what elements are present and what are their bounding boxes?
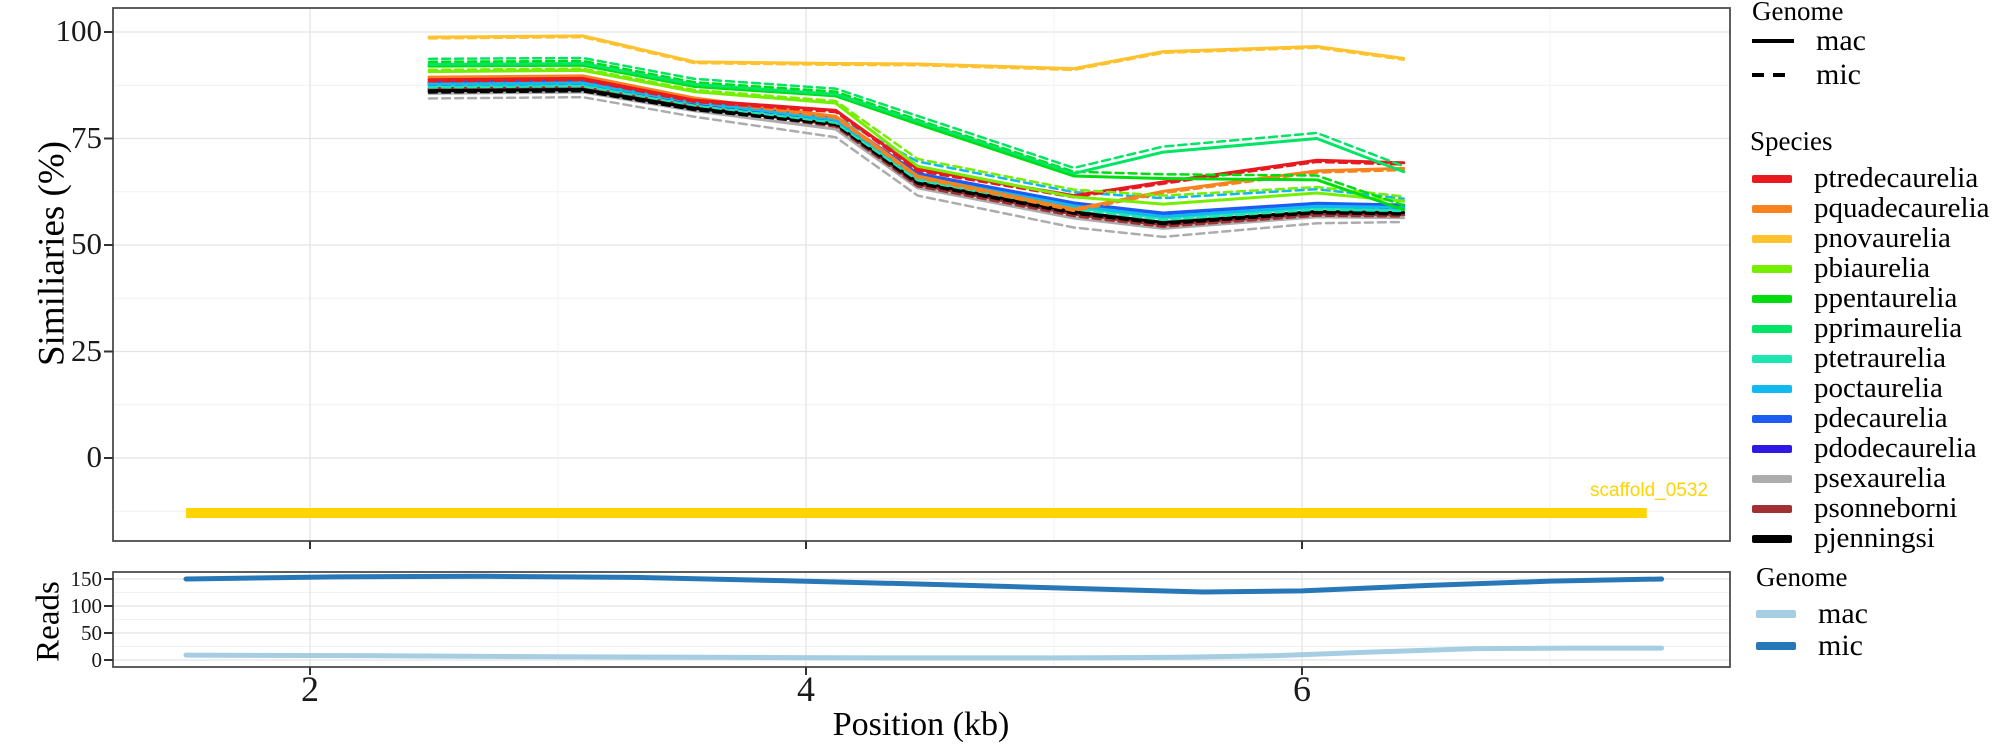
species-color-swatch-icon bbox=[1752, 204, 1792, 213]
legend-item-label: pdodecaurelia bbox=[1814, 432, 1977, 464]
bottom-panel-border bbox=[112, 571, 1731, 668]
y-tick-label-top: 25 bbox=[71, 332, 102, 368]
legend-item-species-pbiaurelia: pbiaurelia bbox=[1752, 254, 1930, 283]
legend-item-genome-mic-reads: mic bbox=[1756, 631, 1863, 661]
reads-line-mic bbox=[183, 573, 1665, 595]
legend-item-species-psonneborni: psonneborni bbox=[1752, 494, 1957, 523]
legend-item-species-pnovaurelia: pnovaurelia bbox=[1752, 224, 1951, 253]
legend-item-species-pdecaurelia: pdecaurelia bbox=[1752, 404, 1948, 433]
legend-item-species-poctaurelia: poctaurelia bbox=[1752, 374, 1943, 403]
legend-item-species-pdodecaurelia: pdodecaurelia bbox=[1752, 434, 1977, 463]
legend-item-label: mac bbox=[1818, 597, 1868, 630]
scaffold-label: scaffold_0532 bbox=[1590, 480, 1708, 501]
species-color-swatch-icon bbox=[1752, 174, 1792, 183]
series-line-ptredecaurelia-mac bbox=[427, 76, 1406, 198]
series-line-ppentaurelia-mic bbox=[427, 59, 1405, 207]
legend-genome-top-title: Genome bbox=[1752, 0, 1844, 26]
legend-item-genome-mac: mac bbox=[1752, 26, 1866, 56]
series-line-pjenningsi-mac bbox=[427, 88, 1406, 224]
legend-item-label: pbiaurelia bbox=[1814, 252, 1930, 284]
legend-item-label: pprimaurelia bbox=[1814, 312, 1963, 344]
series-line-ptetraurelia-mic bbox=[427, 84, 1405, 222]
y-tick-label-top: 0 bbox=[86, 439, 103, 474]
mac-color-swatch-icon bbox=[1756, 610, 1796, 618]
dashed-line-swatch-icon bbox=[1752, 73, 1794, 77]
species-color-swatch-icon bbox=[1752, 474, 1792, 483]
legend-item-label: ptetraurelia bbox=[1814, 342, 1947, 374]
legend-item-label: pdecaurelia bbox=[1814, 402, 1948, 434]
series-line-psexaurelia-mic bbox=[427, 95, 1405, 239]
series-line-psonneborni-mic bbox=[427, 87, 1405, 228]
species-color-swatch-icon bbox=[1752, 444, 1792, 453]
legend-item-label: mic bbox=[1816, 58, 1861, 91]
legend-item-genome-mic: mic bbox=[1752, 60, 1861, 90]
legend-item-label: pjenningsi bbox=[1814, 522, 1935, 554]
legend-item-label: pquadecaurelia bbox=[1814, 192, 1990, 224]
series-line-poctaurelia-mic bbox=[427, 80, 1405, 200]
legend-item-label: mic bbox=[1818, 629, 1863, 662]
top-panel-border bbox=[112, 7, 1731, 542]
y-tick-label-bottom: 150 bbox=[70, 567, 103, 591]
y-tick-label-top: 75 bbox=[71, 119, 102, 155]
legend-item-label: ppentaurelia bbox=[1814, 282, 1958, 314]
x-axis-title: Position (kb) bbox=[832, 706, 1010, 743]
y-tick-label-bottom: 0 bbox=[91, 648, 103, 672]
legend-item-label: poctaurelia bbox=[1814, 372, 1943, 404]
series-line-psonneborni-mac bbox=[427, 85, 1406, 227]
legend-item-species-ppentaurelia: ppentaurelia bbox=[1752, 284, 1957, 313]
legend-item-label: ptredecaurelia bbox=[1814, 162, 1979, 194]
mic-color-swatch-icon bbox=[1756, 642, 1796, 650]
legend-item-label: psexaurelia bbox=[1814, 462, 1947, 494]
species-color-swatch-icon bbox=[1752, 384, 1792, 393]
series-line-psexaurelia-mac bbox=[427, 90, 1406, 230]
solid-line-swatch-icon bbox=[1752, 39, 1794, 43]
series-line-pnovaurelia-mac bbox=[427, 34, 1406, 71]
y-tick-label-bottom: 50 bbox=[81, 621, 102, 645]
legend-item-label: pnovaurelia bbox=[1814, 222, 1951, 254]
species-color-swatch-icon bbox=[1752, 414, 1792, 423]
x-tick-label: 6 bbox=[1293, 669, 1311, 709]
species-color-swatch-icon bbox=[1752, 294, 1792, 303]
series-line-pbiaurelia-mic bbox=[427, 67, 1405, 198]
legend-item-label: mac bbox=[1816, 24, 1866, 57]
series-line-pdecaurelia-mac bbox=[427, 79, 1406, 215]
species-color-swatch-icon bbox=[1752, 234, 1792, 243]
series-line-ptredecaurelia-mic bbox=[427, 78, 1405, 199]
legend-item-species-ptredecaurelia: ptredecaurelia bbox=[1752, 164, 1978, 193]
series-line-pprimaurelia-mac bbox=[427, 62, 1406, 175]
species-color-swatch-icon bbox=[1752, 264, 1792, 273]
legend-item-species-pjenningsi: pjenningsi bbox=[1752, 524, 1935, 553]
species-color-swatch-icon bbox=[1752, 504, 1792, 513]
series-line-pbiaurelia-mac bbox=[427, 68, 1406, 206]
series-line-pprimaurelia-mic bbox=[427, 56, 1405, 170]
series-line-pquadecaurelia-mac bbox=[427, 74, 1406, 211]
legend-item-species-psexaurelia: psexaurelia bbox=[1752, 464, 1946, 493]
series-line-pjenningsi-mic bbox=[427, 89, 1405, 226]
legend-genome-bottom-title: Genome bbox=[1756, 562, 1848, 592]
x-tick-label: 2 bbox=[301, 669, 319, 709]
legend-item-species-pprimaurelia: pprimaurelia bbox=[1752, 314, 1962, 343]
legend-item-species-ptetraurelia: ptetraurelia bbox=[1752, 344, 1946, 373]
y-tick-label-top: 50 bbox=[71, 226, 102, 261]
species-color-swatch-icon bbox=[1752, 354, 1792, 363]
legend-species-title: Species bbox=[1750, 126, 1833, 156]
x-tick-label: 4 bbox=[797, 669, 815, 709]
reads-line-mac bbox=[183, 645, 1665, 661]
legend-item-label: psonneborni bbox=[1814, 492, 1958, 524]
y-tick-label-bottom: 100 bbox=[70, 594, 103, 618]
legend-item-species-pquadecaurelia: pquadecaurelia bbox=[1752, 194, 1990, 223]
series-line-ppentaurelia-mac bbox=[427, 63, 1406, 212]
species-color-swatch-icon bbox=[1752, 324, 1792, 333]
legend-item-genome-mac-reads: mac bbox=[1756, 599, 1868, 629]
species-color-swatch-icon bbox=[1752, 534, 1792, 543]
y-tick-label-top: 100 bbox=[55, 13, 103, 48]
